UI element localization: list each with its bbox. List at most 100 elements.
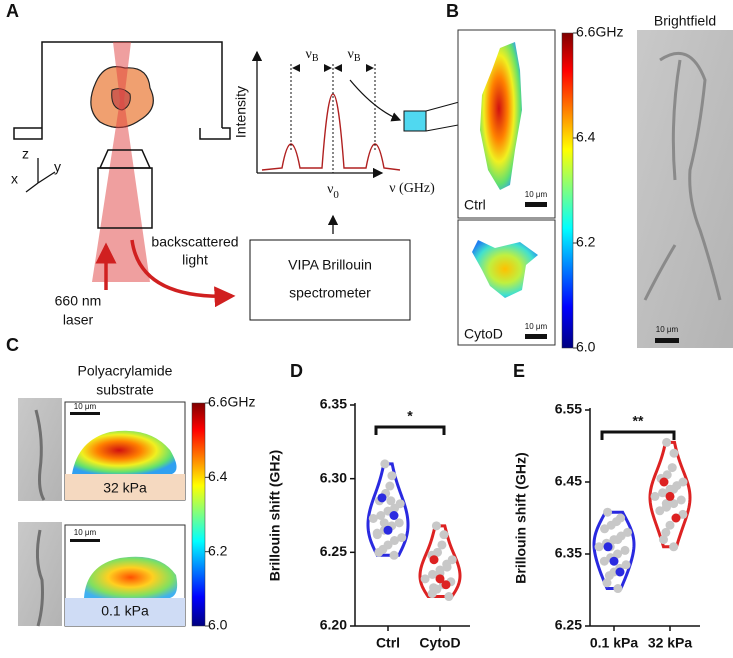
zoom-arrow bbox=[349, 79, 402, 122]
data-point bbox=[658, 535, 668, 545]
replicate-mean bbox=[665, 491, 675, 501]
data-point bbox=[386, 496, 396, 506]
colorbar-tick-label: 6.0 bbox=[208, 617, 228, 633]
backscatter-arrow bbox=[130, 239, 236, 308]
data-point bbox=[658, 488, 668, 498]
panel-title: Polyacrylamide bbox=[78, 363, 173, 379]
axis-z: z bbox=[22, 146, 29, 162]
subscript: 0 bbox=[333, 189, 339, 201]
data-point bbox=[428, 569, 438, 579]
colorbar-tick-label: 6.2 bbox=[576, 234, 596, 250]
y-tick-label: 6.30 bbox=[320, 469, 347, 485]
scale-bar bbox=[655, 338, 679, 343]
data-point bbox=[669, 448, 679, 458]
substrate-label: 0.1 kPa bbox=[101, 603, 149, 619]
axis-x: x bbox=[11, 171, 18, 187]
y-tick-label: 6.35 bbox=[555, 545, 582, 561]
data-point bbox=[613, 584, 623, 594]
colorbar-tick-label: 6.4 bbox=[576, 129, 596, 145]
y-axis-label: Brillouin shift (GHz) bbox=[513, 452, 529, 583]
brightfield-cell bbox=[643, 51, 722, 301]
cell-map bbox=[72, 430, 177, 474]
panel-a: A z y x 660 nm laser backscattered light… bbox=[6, 1, 486, 328]
data-point bbox=[678, 509, 688, 519]
significance-label: * bbox=[407, 408, 413, 424]
data-point bbox=[665, 520, 675, 530]
scale-bar bbox=[70, 412, 100, 415]
scale-bar bbox=[525, 202, 547, 207]
spectrum-y-label: Intensity bbox=[233, 86, 249, 138]
y-tick-label: 6.55 bbox=[555, 401, 582, 417]
panel-label: C bbox=[6, 335, 19, 355]
replicate-mean bbox=[671, 513, 681, 523]
data-point bbox=[599, 556, 609, 566]
data-point bbox=[431, 521, 441, 531]
cell-map bbox=[480, 42, 522, 190]
y-tick-label: 6.25 bbox=[320, 543, 347, 559]
data-point bbox=[662, 437, 672, 447]
panel-label: A bbox=[6, 1, 19, 21]
x-tick-label: 0.1 kPa bbox=[590, 635, 638, 651]
data-point bbox=[444, 592, 454, 602]
data-point bbox=[676, 495, 686, 505]
colorbar-tick-label: 6.6GHz bbox=[576, 24, 623, 40]
symbol: ν bbox=[305, 47, 311, 62]
data-point bbox=[669, 484, 679, 494]
replicate-mean bbox=[435, 574, 445, 584]
spectrometer-label: spectrometer bbox=[289, 285, 371, 301]
zoom-pixel bbox=[403, 110, 427, 132]
center-label: ν0 bbox=[327, 182, 339, 200]
symbol: ν bbox=[327, 182, 333, 197]
data-point bbox=[661, 499, 671, 509]
axes-icon bbox=[25, 158, 56, 193]
data-point bbox=[372, 530, 382, 540]
x-tick-label: 32 kPa bbox=[648, 635, 693, 651]
data-point bbox=[602, 578, 612, 588]
scale-bar bbox=[525, 334, 547, 339]
symbol: ν bbox=[347, 47, 353, 62]
replicate-mean bbox=[603, 542, 613, 552]
axis-y: y bbox=[54, 159, 61, 175]
data-point bbox=[594, 542, 604, 552]
x-tick-label: Ctrl bbox=[376, 635, 400, 651]
data-point bbox=[374, 547, 384, 557]
backscatter-label: light bbox=[182, 252, 208, 268]
data-point bbox=[389, 550, 399, 560]
replicate-mean bbox=[609, 556, 619, 566]
replicate-mean bbox=[615, 567, 625, 577]
image-label: Ctrl bbox=[464, 197, 486, 213]
laser-label: 660 nm bbox=[55, 293, 102, 309]
image-label: CytoD bbox=[464, 326, 503, 342]
data-point bbox=[437, 540, 447, 550]
scale-bar-label: 10 μm bbox=[74, 402, 97, 411]
colorbar-tick-label: 6.0 bbox=[576, 339, 596, 355]
y-tick-label: 6.20 bbox=[320, 617, 347, 633]
significance-bracket bbox=[374, 425, 446, 435]
brightfield-cell bbox=[35, 529, 44, 627]
data-point bbox=[380, 459, 390, 469]
shift-label: νB bbox=[305, 47, 318, 64]
substrate bbox=[65, 474, 185, 500]
data-point bbox=[606, 520, 616, 530]
y-axis-label: Brillouin shift (GHz) bbox=[267, 450, 283, 581]
data-point bbox=[442, 559, 452, 569]
replicate-mean bbox=[659, 477, 669, 487]
spectrum-curve bbox=[261, 93, 401, 171]
y-tick-label: 6.35 bbox=[320, 396, 347, 412]
data-point bbox=[620, 545, 630, 555]
scale-bar-label: 10 μm bbox=[525, 190, 548, 199]
data-point bbox=[389, 536, 399, 546]
panel-title: substrate bbox=[96, 382, 154, 398]
subscript: B bbox=[354, 53, 361, 64]
laser-beam bbox=[92, 42, 150, 282]
data-point bbox=[385, 481, 395, 491]
colorbar bbox=[191, 402, 206, 627]
y-tick-label: 6.25 bbox=[555, 617, 582, 633]
replicate-mean bbox=[441, 580, 451, 590]
sample-stage bbox=[13, 41, 231, 140]
data-point bbox=[669, 542, 679, 552]
panel-label: B bbox=[446, 1, 459, 21]
objective bbox=[97, 167, 153, 229]
replicate-mean bbox=[383, 525, 393, 535]
